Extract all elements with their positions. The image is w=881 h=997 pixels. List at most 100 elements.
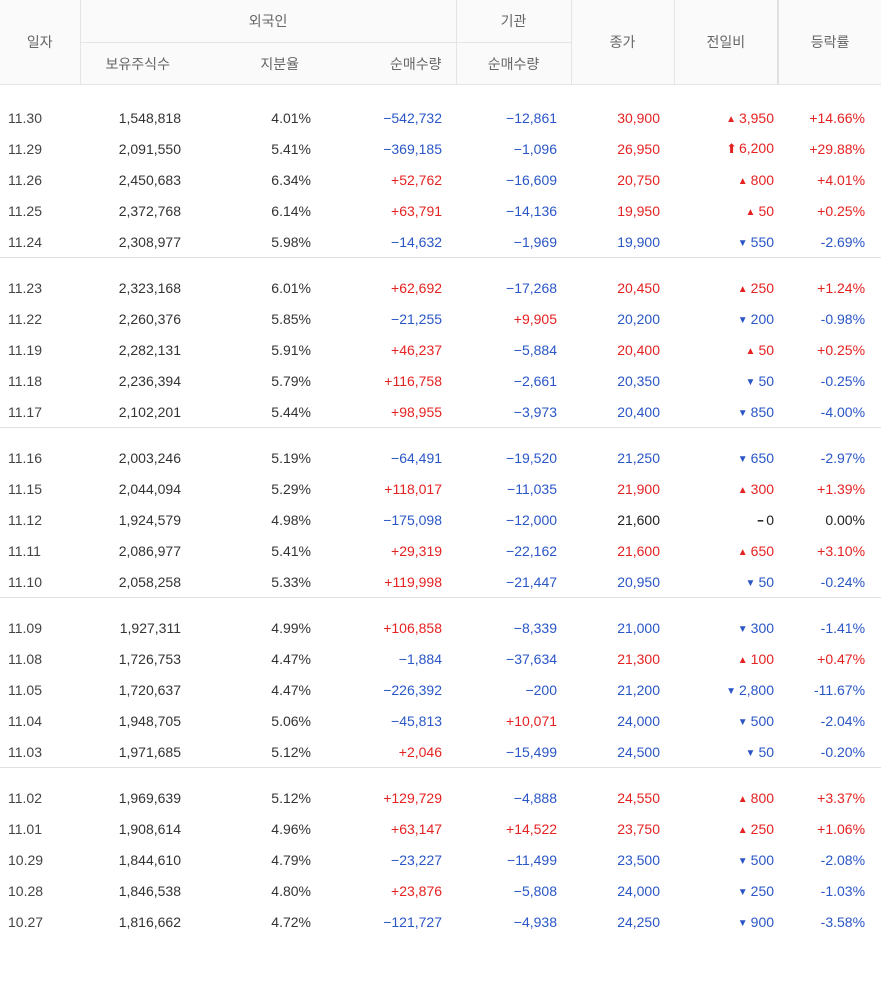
foreign-net-cell: −1,884 <box>398 650 443 667</box>
rate-cell: -1.03% <box>820 882 866 899</box>
close-cell: 21,900 <box>617 480 661 497</box>
table-row: 11.29 2,091,550 5.41% −369,185 −1,096 26,950 ⬆… <box>0 133 881 164</box>
foreign-shares-cell: 1,726,753 <box>118 650 181 667</box>
foreign-net-cell: +46,237 <box>391 341 443 358</box>
rate-cell: +1.24% <box>817 279 866 296</box>
inst-net-cell: −2,661 <box>513 372 558 389</box>
inst-net-cell: −37,634 <box>506 650 558 667</box>
change-value: 50 <box>758 573 775 590</box>
change-value: 50 <box>758 341 775 358</box>
header-change: 전일비 <box>673 0 779 85</box>
date-cell: 11.19 <box>8 341 42 358</box>
change-cell: ▼ 850 <box>674 396 778 428</box>
rate-cell: -11.67% <box>813 681 866 698</box>
foreign-shares-cell: 1,816,662 <box>118 913 181 930</box>
header-close: 종가 <box>570 0 675 85</box>
change-value: 800 <box>750 789 775 806</box>
close-cell: 21,300 <box>617 650 661 667</box>
table-row: 11.01 1,908,614 4.96% +63,147 +14,522 23,750 ▲… <box>0 813 881 844</box>
foreign-net-cell: −23,227 <box>391 851 443 868</box>
date-cell: 11.09 <box>8 619 42 636</box>
foreign-ratio-cell: 4.98% <box>271 511 311 528</box>
close-cell: 24,000 <box>617 712 661 729</box>
table-row: 11.22 2,260,376 5.85% −21,255 +9,905 20,200 ▼ 2… <box>0 303 881 334</box>
foreign-shares-cell: 2,323,168 <box>118 279 181 296</box>
foreign-net-cell: +62,692 <box>391 279 443 296</box>
foreign-net-cell: −21,255 <box>391 310 443 327</box>
header-rate: 등락률 <box>777 0 881 85</box>
change-value: 100 <box>750 650 775 667</box>
triangle-up-icon: ▲ <box>737 546 748 558</box>
triangle-up-icon: ▲ <box>745 206 756 218</box>
change-value: 3,950 <box>738 109 775 126</box>
header-foreign: 외국인 <box>79 0 457 43</box>
change-cell: ▲ 250 <box>674 272 778 303</box>
triangle-down-icon: ▼ <box>737 917 748 929</box>
inst-net-cell: −11,499 <box>507 851 558 868</box>
inst-net-cell: −4,938 <box>513 913 558 930</box>
change-cell: ▲ 50 <box>674 195 778 226</box>
change-cell: ⬆ 6,200 <box>674 133 778 164</box>
change-value: 0 <box>766 511 775 528</box>
close-cell: 24,250 <box>617 913 661 930</box>
date-cell: 11.30 <box>8 109 42 126</box>
change-cell: ▼ 300 <box>674 612 778 643</box>
rate-cell: 0.00% <box>825 511 866 528</box>
triangle-up-icon: ▲ <box>737 654 748 666</box>
foreign-net-cell: −45,813 <box>391 712 443 729</box>
header-foreign-net: 순매수량 <box>325 42 457 85</box>
close-cell: 21,600 <box>617 542 661 559</box>
stock-trading-table: 일자 외국인 기관 종가 전일비 등락률 보유주식수 지분율 순매수량 순매수량… <box>0 0 881 930</box>
inst-net-cell: −19,520 <box>506 449 558 466</box>
date-cell: 11.17 <box>8 403 42 420</box>
table-row: 11.26 2,450,683 6.34% +52,762 −16,609 20,750 ▲… <box>0 164 881 195</box>
date-cell: 11.18 <box>8 372 42 389</box>
change-value: 250 <box>750 820 775 837</box>
close-cell: 24,550 <box>617 789 661 806</box>
foreign-shares-cell: 2,091,550 <box>118 140 181 157</box>
change-value: 900 <box>750 913 775 930</box>
foreign-ratio-cell: 5.19% <box>271 449 311 466</box>
foreign-ratio-cell: 5.33% <box>271 573 311 590</box>
foreign-shares-cell: 1,844,610 <box>118 851 181 868</box>
foreign-net-cell: +63,791 <box>391 202 443 219</box>
foreign-shares-cell: 1,969,639 <box>118 789 181 806</box>
rate-cell: +4.01% <box>817 171 866 188</box>
triangle-down-icon: ▼ <box>737 855 748 867</box>
rate-cell: -0.20% <box>820 743 866 760</box>
triangle-down-icon: ▼ <box>745 376 756 388</box>
foreign-ratio-cell: 5.29% <box>271 480 311 497</box>
inst-net-cell: −8,339 <box>513 619 558 636</box>
rate-cell: +0.25% <box>817 341 866 358</box>
triangle-down-icon: ▼ <box>737 716 748 728</box>
change-cell: ▲ 800 <box>674 782 778 813</box>
header-foreign-shares: 보유주식수 <box>79 42 195 85</box>
foreign-ratio-cell: 5.06% <box>271 712 311 729</box>
change-value: 50 <box>758 202 775 219</box>
date-cell: 11.10 <box>8 573 42 590</box>
date-cell: 11.29 <box>8 140 42 157</box>
foreign-net-cell: −369,185 <box>383 140 443 157</box>
table-header: 일자 외국인 기관 종가 전일비 등락률 보유주식수 지분율 순매수량 순매수량 <box>0 0 881 85</box>
table-row: 11.15 2,044,094 5.29% +118,017 −11,035 21,900… <box>0 473 881 504</box>
close-cell: 26,950 <box>617 140 661 157</box>
inst-net-cell: −22,162 <box>506 542 558 559</box>
foreign-ratio-cell: 4.72% <box>271 913 311 930</box>
triangle-up-icon: ▲ <box>737 824 748 836</box>
change-value: 2,800 <box>738 681 775 698</box>
date-cell: 11.01 <box>8 820 42 837</box>
triangle-down-icon: ▼ <box>737 453 748 465</box>
date-cell: 11.25 <box>8 202 42 219</box>
foreign-ratio-cell: 5.12% <box>271 743 311 760</box>
rate-cell: -3.58% <box>820 913 866 930</box>
inst-net-cell: −1,969 <box>513 233 558 250</box>
foreign-ratio-cell: 4.79% <box>271 851 311 868</box>
date-cell: 11.03 <box>8 743 42 760</box>
foreign-net-cell: +119,998 <box>384 573 443 590</box>
table-row: 11.04 1,948,705 5.06% −45,813 +10,071 24,000 ▼… <box>0 705 881 736</box>
date-cell: 11.22 <box>8 310 42 327</box>
date-cell: 10.29 <box>8 851 44 868</box>
table-row: 11.17 2,102,201 5.44% +98,955 −3,973 20,400 ▼ 8… <box>0 396 881 428</box>
foreign-ratio-cell: 5.85% <box>271 310 311 327</box>
rate-cell: -2.97% <box>820 449 866 466</box>
